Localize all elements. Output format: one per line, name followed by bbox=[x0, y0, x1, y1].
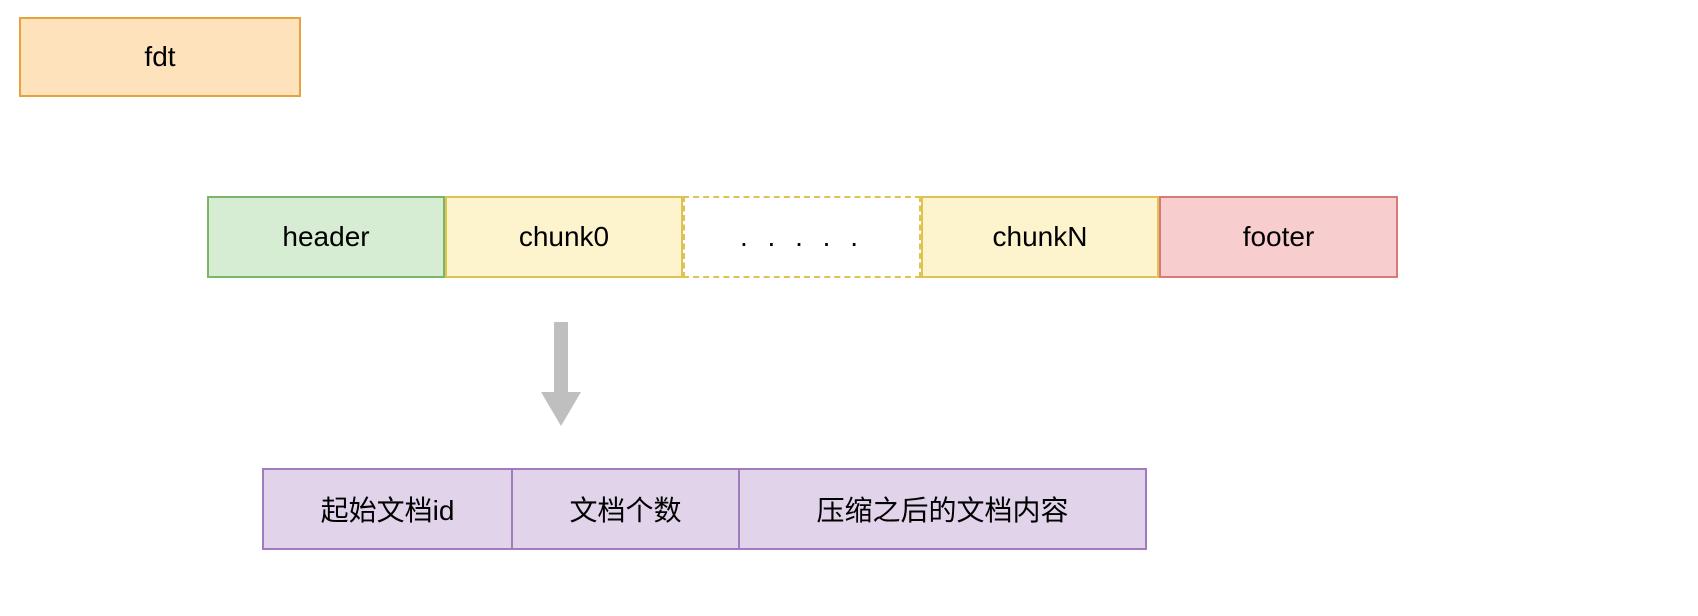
fdt-label: fdt bbox=[144, 41, 175, 73]
chunk0-box: chunk0 bbox=[445, 196, 683, 278]
ellipsis-label: . . . . . bbox=[740, 221, 864, 253]
ellipsis-box: . . . . . bbox=[683, 196, 921, 278]
detail-compressed-content-box: 压缩之后的文档内容 bbox=[738, 468, 1147, 550]
footer-box: footer bbox=[1159, 196, 1398, 278]
footer-label: footer bbox=[1243, 221, 1315, 253]
chunkN-box: chunkN bbox=[921, 196, 1159, 278]
detail-start-docid-box: 起始文档id bbox=[262, 468, 513, 550]
chunk0-label: chunk0 bbox=[519, 221, 609, 253]
detail-compressed-content-label: 压缩之后的文档内容 bbox=[816, 489, 1068, 529]
header-label: header bbox=[282, 221, 369, 253]
detail-doc-count-box: 文档个数 bbox=[511, 468, 740, 550]
detail-start-docid-label: 起始文档id bbox=[321, 489, 455, 529]
fdt-title-box: fdt bbox=[19, 17, 301, 97]
header-box: header bbox=[207, 196, 445, 278]
detail-doc-count-label: 文档个数 bbox=[569, 489, 681, 529]
chunkN-label: chunkN bbox=[993, 221, 1088, 253]
arrow-down-icon bbox=[541, 322, 581, 426]
